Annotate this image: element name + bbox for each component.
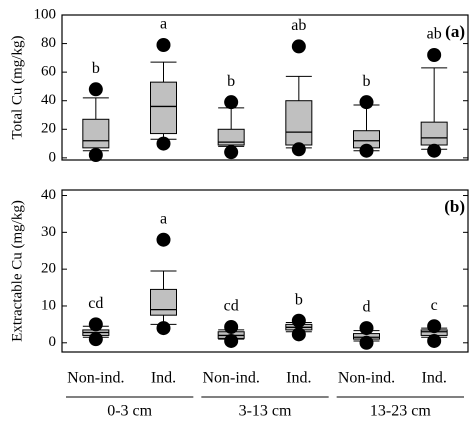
x-tick-label: Non-ind. bbox=[338, 370, 395, 387]
box bbox=[285, 100, 313, 146]
outlier bbox=[224, 319, 239, 334]
significance-letter: cd bbox=[88, 295, 103, 312]
significance-letter: ab bbox=[291, 17, 306, 34]
group-label: 0-3 cm bbox=[107, 403, 152, 420]
box bbox=[420, 121, 448, 146]
outlier bbox=[88, 148, 103, 162]
box bbox=[150, 288, 177, 316]
outlier bbox=[156, 321, 171, 336]
y-tick-label: 40 bbox=[41, 92, 56, 108]
outlier bbox=[88, 332, 103, 347]
significance-letter: cd bbox=[224, 298, 239, 315]
outlier bbox=[359, 95, 374, 110]
y-axis-label: Extractable Cu (mg/kg) bbox=[9, 200, 25, 342]
group-label: 13-23 cm bbox=[370, 403, 431, 420]
x-tick-label: Non-ind. bbox=[203, 370, 260, 387]
x-tick-label: Non-ind. bbox=[67, 370, 124, 387]
outlier bbox=[427, 319, 442, 334]
outlier bbox=[359, 335, 374, 350]
outlier bbox=[291, 327, 306, 342]
x-tick-label: Ind. bbox=[422, 370, 447, 387]
plot-frame bbox=[61, 189, 469, 353]
outlier bbox=[291, 39, 306, 54]
y-axis-label: Total Cu (mg/kg) bbox=[9, 36, 25, 140]
outlier bbox=[156, 38, 171, 52]
outlier bbox=[359, 321, 374, 336]
y-tick-label: 80 bbox=[41, 35, 56, 51]
significance-letter: b bbox=[92, 60, 100, 77]
outlier bbox=[156, 136, 171, 151]
x-tick-label: Ind. bbox=[286, 370, 311, 387]
outlier bbox=[156, 232, 171, 247]
panel-label: (b) bbox=[444, 197, 465, 216]
significance-letter: a bbox=[160, 16, 167, 33]
outlier bbox=[291, 142, 306, 157]
significance-letter: c bbox=[431, 297, 438, 314]
plot-frame bbox=[61, 14, 469, 161]
y-tick-label: 20 bbox=[41, 121, 56, 137]
y-tick-label: 100 bbox=[34, 6, 57, 22]
y-tick-label: 10 bbox=[41, 297, 56, 313]
outlier bbox=[427, 143, 442, 158]
y-tick-label: 0 bbox=[49, 149, 57, 165]
box bbox=[82, 118, 110, 149]
y-tick-label: 60 bbox=[41, 64, 56, 80]
y-tick-label: 40 bbox=[41, 187, 56, 203]
outlier bbox=[224, 145, 239, 160]
panel-label: (a) bbox=[445, 22, 465, 41]
outlier bbox=[291, 313, 306, 328]
x-tick-label: Ind. bbox=[151, 370, 176, 387]
y-tick-label: 0 bbox=[49, 334, 57, 350]
outlier bbox=[88, 82, 103, 97]
significance-letter: b bbox=[295, 291, 303, 308]
group-label: 3-13 cm bbox=[239, 403, 292, 420]
y-tick-label: 20 bbox=[41, 261, 56, 277]
outlier bbox=[359, 143, 374, 158]
significance-letter: ab bbox=[427, 26, 442, 43]
box bbox=[150, 81, 177, 135]
outlier bbox=[427, 48, 442, 62]
outlier bbox=[224, 95, 239, 110]
significance-letter: b bbox=[363, 73, 371, 90]
significance-letter: a bbox=[160, 210, 167, 227]
outlier bbox=[427, 333, 442, 348]
box bbox=[217, 128, 245, 146]
y-tick-label: 30 bbox=[41, 224, 56, 240]
outlier bbox=[224, 333, 239, 348]
significance-letter: b bbox=[227, 73, 235, 90]
significance-letter: d bbox=[363, 299, 371, 316]
outlier bbox=[88, 317, 103, 332]
